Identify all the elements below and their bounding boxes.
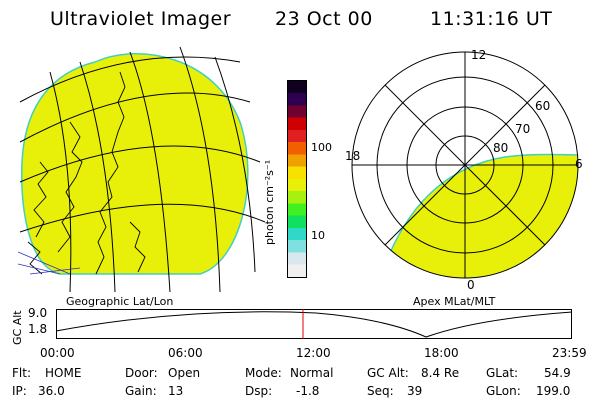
colorbar-tick-100: 100 [311,141,332,154]
mode-label: Mode: [245,366,282,380]
alt-xtick-1800: 18:00 [424,346,459,360]
polar-plot: 12 18 6 0 60 70 80 [345,48,583,292]
mlt-12-label: 12 [471,48,486,62]
instrument-title: Ultraviolet Imager [50,8,232,30]
colorbar-tick-10: 10 [311,229,325,242]
alt-xtick-0600: 06:00 [168,346,203,360]
polar-caption: Apex MLat/MLT [413,295,496,308]
date-label: 23 Oct 00 [275,8,373,30]
geo-caption: Geographic Lat/Lon [66,295,174,308]
gcalt-label: GC Alt: [367,366,409,380]
mode-value: Normal [290,366,334,380]
alt-xtick-1200: 12:00 [296,346,331,360]
flt-value: HOME [45,366,82,380]
alt-xtick-0000: 00:00 [40,346,75,360]
alt-xtick-2359: 23:59 [552,346,587,360]
glon-value: 199.0 [536,384,571,398]
time-label: 11:31:16 UT [430,8,553,30]
colorbar-unit-label: photon cm⁻²s⁻¹ [263,159,276,245]
dsp-label: Dsp: [245,384,273,398]
mlt-18-label: 18 [345,149,360,163]
flt-label: Flt: [12,366,31,380]
dsp-value: -1.8 [296,384,320,398]
altitude-curve [55,311,573,338]
alt-strip-ylabel: GC Alt [11,310,24,345]
mlat-70-label: 70 [515,122,530,136]
door-value: Open [168,366,201,380]
glon-label: GLon: [486,384,521,398]
altitude-strip [55,309,573,339]
mlat-60-label: 60 [535,99,550,113]
colorbar [287,80,307,278]
ip-label: IP: [12,384,27,398]
mlat-80-label: 80 [493,141,508,155]
glat-value: 54.9 [544,366,571,380]
geographic-map [18,46,266,292]
gcalt-value: 8.4 Re [421,366,460,380]
door-label: Door: [125,366,158,380]
ip-value: 36.0 [38,384,65,398]
alt-ytick-low: 1.8 [28,322,48,336]
gain-label: Gain: [125,384,157,398]
seq-label: Seq: [367,384,394,398]
alt-ytick-high: 9.0 [28,306,48,320]
seq-value: 39 [407,384,423,398]
geo-emission-region [21,53,249,275]
mlt-6-label: 6 [575,157,583,171]
mlt-0-label: 0 [467,278,475,292]
gain-value: 13 [168,384,184,398]
glat-label: GLat: [486,366,519,380]
